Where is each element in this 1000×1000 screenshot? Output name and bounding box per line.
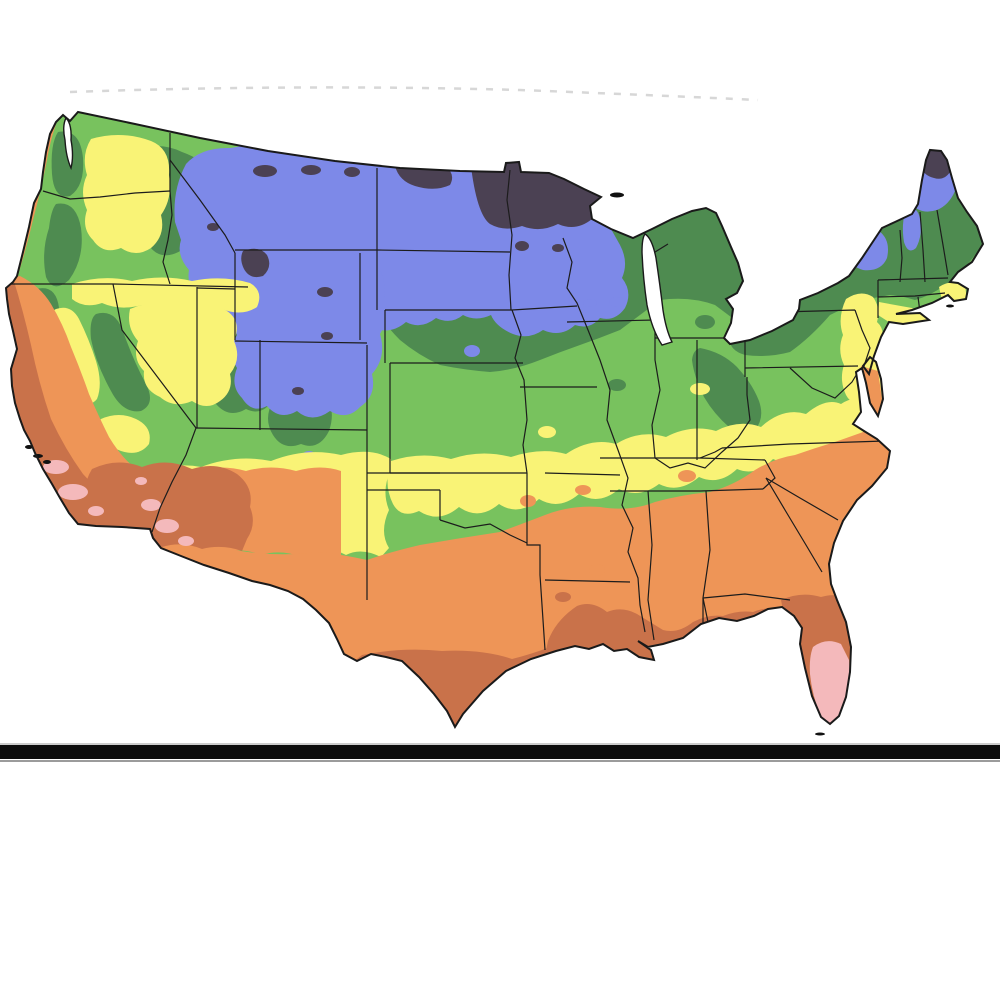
zone-3-area xyxy=(301,165,321,175)
state-border-line xyxy=(526,473,546,651)
state-border-line xyxy=(699,447,723,459)
us-outline xyxy=(4,110,985,730)
zone-8-area xyxy=(520,495,536,507)
state-border-line xyxy=(762,459,776,490)
lakes xyxy=(63,116,673,346)
state-border-line xyxy=(544,579,631,583)
state-border-line xyxy=(721,440,886,449)
zone-3-area xyxy=(515,241,529,251)
state-border-line xyxy=(112,283,197,533)
zone-8-area xyxy=(589,564,605,576)
zone-7-area xyxy=(538,426,556,438)
state-border-line xyxy=(610,488,764,492)
state-border-line xyxy=(899,229,903,283)
state-border-line xyxy=(169,159,236,254)
state-border-line xyxy=(42,190,171,200)
zone-5-area xyxy=(51,131,84,197)
island-mark xyxy=(815,732,825,736)
state-border-line xyxy=(765,477,823,573)
zone-7-area xyxy=(690,383,710,395)
us-hardiness-map xyxy=(4,86,985,736)
zone-4-area xyxy=(902,207,921,251)
state-border-line xyxy=(566,319,656,323)
canada-border-dashes xyxy=(69,86,759,102)
zone-8-area xyxy=(575,485,591,495)
island-mark xyxy=(946,304,954,308)
zone-8-area xyxy=(861,366,882,416)
state-border-line xyxy=(511,309,528,474)
state-border-line xyxy=(702,490,711,623)
zone-4-area xyxy=(583,299,597,307)
zone-7-area xyxy=(129,302,238,406)
zone-3-area xyxy=(921,150,950,179)
zone-3-area xyxy=(253,165,277,177)
zone-3-area xyxy=(552,244,564,252)
offshore-islands xyxy=(25,192,954,736)
state-border-line xyxy=(654,377,751,469)
divider-top-edge xyxy=(0,743,1000,745)
zone-5-area xyxy=(733,329,747,339)
zone-3-area xyxy=(292,387,304,395)
state-border-line xyxy=(196,287,236,290)
state-border-line xyxy=(789,367,859,399)
state-border-line xyxy=(651,320,661,459)
zone-5-area xyxy=(608,379,626,391)
state-border-line xyxy=(877,277,949,318)
state-border-line xyxy=(765,477,839,521)
state-borders xyxy=(8,133,949,651)
state-border-line xyxy=(506,169,513,311)
state-border-line xyxy=(511,305,578,311)
zone-10-area xyxy=(155,519,179,533)
divider-bar xyxy=(0,745,1000,759)
state-border-line xyxy=(702,593,791,624)
zone-4-area xyxy=(842,228,888,271)
zone-10-area xyxy=(88,506,104,516)
divider-shadow xyxy=(0,760,1000,762)
island-mark xyxy=(43,460,51,464)
state-border-line xyxy=(936,209,949,276)
legend: ZONES: 3 4 5 6 7 xyxy=(0,780,1000,900)
state-border-line xyxy=(195,427,368,431)
zone-3-area xyxy=(241,248,270,278)
zone-8-area xyxy=(678,470,696,482)
zone-10-area xyxy=(178,536,194,546)
zone-5-area xyxy=(44,203,82,287)
state-border-line xyxy=(162,133,173,285)
zone-10-area xyxy=(135,477,147,485)
state-border-line xyxy=(919,211,926,283)
zone-10-area xyxy=(141,499,161,511)
state-border-line xyxy=(647,490,655,641)
state-border-line xyxy=(367,472,441,520)
lake-michigan xyxy=(641,233,673,346)
state-border-line xyxy=(744,309,871,377)
zone-5-area xyxy=(90,312,150,412)
state-border-line xyxy=(234,340,368,344)
zone-3-area xyxy=(344,167,360,177)
zone-3-area xyxy=(321,332,333,340)
zone-3-area xyxy=(207,223,219,231)
puget-sound xyxy=(63,116,74,171)
zone-9-area xyxy=(555,592,571,602)
state-border-line xyxy=(544,472,621,476)
zone-5-area xyxy=(695,315,715,329)
island-mark xyxy=(25,445,33,449)
zone-9-area xyxy=(85,462,253,551)
zone-10-area xyxy=(58,484,88,500)
zone-4-area xyxy=(609,297,625,307)
island-mark xyxy=(610,192,624,198)
zone-4-area xyxy=(232,249,388,418)
zone-4-area xyxy=(464,345,480,357)
zone-3-area xyxy=(317,287,333,297)
state-border-line xyxy=(439,519,528,544)
zone-10-area xyxy=(809,641,850,724)
state-border-line xyxy=(562,237,646,633)
zone-5-area xyxy=(692,348,762,434)
